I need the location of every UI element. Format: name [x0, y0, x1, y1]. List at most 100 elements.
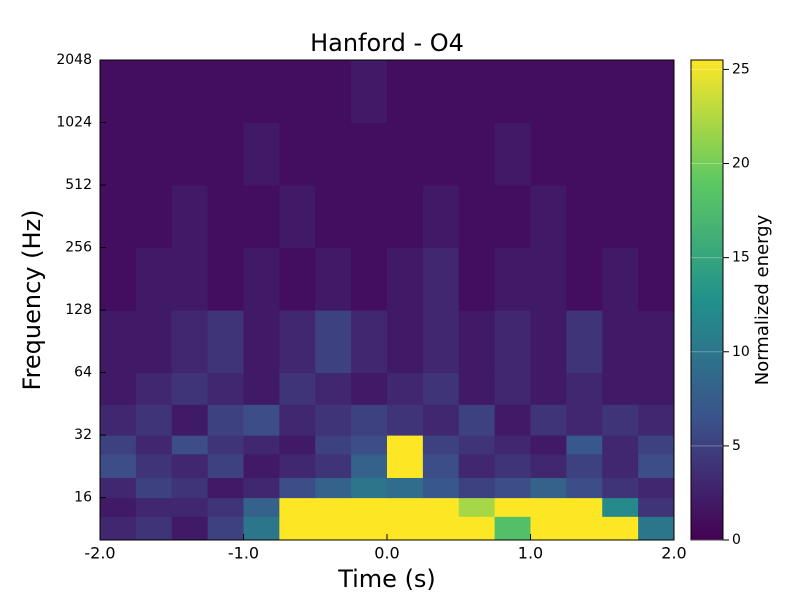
heatmap-cell: [100, 477, 137, 499]
heatmap-cell: [243, 247, 280, 311]
heatmap-cell: [171, 372, 209, 405]
heatmap-cell: [279, 310, 316, 374]
y-tick-label: 256: [65, 240, 92, 256]
heatmap-cell: [494, 60, 531, 124]
heatmap-cell: [100, 435, 137, 455]
heatmap-cell: [458, 516, 496, 541]
heatmap-cell: [207, 435, 244, 455]
heatmap-cell: [387, 435, 424, 455]
heatmap-cell: [387, 60, 424, 124]
x-tick-label: 2.0: [661, 544, 686, 563]
heatmap-cell: [100, 185, 137, 249]
heatmap-cell: [315, 60, 352, 124]
heatmap-cell: [387, 372, 424, 405]
heatmap-cell: [279, 516, 316, 541]
heatmap-cell: [458, 435, 496, 455]
x-axis-label: Time (s): [337, 565, 436, 593]
heatmap-cell: [566, 60, 603, 124]
heatmap-cell: [494, 497, 531, 517]
heatmap-cell: [602, 477, 639, 499]
heatmap-cell: [243, 497, 280, 517]
heatmap-cell: [387, 310, 424, 374]
heatmap-cell: [458, 404, 496, 436]
heatmap-cell: [315, 122, 352, 186]
heatmap-cell: [100, 516, 137, 541]
heatmap-cell: [602, 497, 639, 517]
heatmap-cell: [530, 435, 567, 455]
heatmap-cell: [315, 247, 352, 311]
heatmap-cell: [243, 60, 280, 124]
heatmap-cell: [422, 404, 460, 436]
y-tick-label: 16: [74, 490, 92, 506]
heatmap-cell: [422, 516, 460, 541]
colorbar-tick-label: 0: [732, 532, 741, 548]
heatmap-cell: [530, 477, 567, 499]
heatmap-cell: [530, 404, 567, 436]
heatmap-cell: [494, 453, 531, 478]
heatmap-cell: [171, 310, 209, 374]
heatmap-cell: [458, 497, 496, 517]
heatmap-cell: [494, 404, 531, 436]
heatmap-cell: [279, 497, 316, 517]
heatmap-cell: [458, 60, 496, 124]
heatmap-cell: [422, 185, 460, 249]
heatmap-cell: [351, 516, 388, 541]
heatmap-cell: [387, 497, 424, 517]
heatmap-cell: [602, 122, 639, 186]
heatmap-cell: [279, 435, 316, 455]
y-tick-label: 64: [74, 365, 92, 381]
heatmap-cell: [243, 122, 280, 186]
heatmap-cell: [243, 310, 280, 374]
colorbar-tick-label: 10: [732, 344, 750, 360]
heatmap-cell: [638, 477, 675, 499]
heatmap-cell: [171, 516, 209, 541]
heatmap-cell: [207, 185, 244, 249]
heatmap-cell: [422, 122, 460, 186]
heatmap-cell: [315, 497, 352, 517]
heatmap-cell: [243, 516, 280, 541]
heatmap-cell: [135, 60, 173, 124]
heatmap-cell: [602, 435, 639, 455]
heatmap-cell: [171, 60, 209, 124]
colorbar-tick-label: 25: [732, 61, 750, 77]
heatmap-cell: [171, 404, 209, 436]
heatmap-cell: [207, 404, 244, 436]
heatmap-cell: [494, 247, 531, 311]
heatmap-cell: [602, 310, 639, 374]
heatmap-cell: [135, 453, 173, 478]
heatmap-cell: [100, 60, 137, 124]
heatmap-cell: [135, 247, 173, 311]
heatmap-cell: [243, 435, 280, 455]
heatmap-cell: [530, 453, 567, 478]
y-tick-label: 512: [65, 177, 92, 193]
heatmap-cell: [135, 372, 173, 405]
heatmap-cell: [315, 477, 352, 499]
heatmap-cell: [207, 310, 244, 374]
heatmap-cell: [494, 477, 531, 499]
heatmap-cell: [100, 122, 137, 186]
heatmap-cell: [458, 453, 496, 478]
heatmap-cell: [171, 477, 209, 499]
y-tick-label: 1024: [56, 115, 92, 131]
heatmap-cell: [387, 453, 424, 478]
colorbar: [690, 59, 724, 541]
heatmap-cell: [171, 435, 209, 455]
colorbar-tick-label: 15: [732, 250, 750, 266]
heatmap-cell: [422, 60, 460, 124]
heatmap-cell: [458, 247, 496, 311]
colorbar-label: Normalized energy: [752, 214, 773, 385]
heatmap-cell: [638, 497, 675, 517]
heatmap-cell: [638, 185, 675, 249]
heatmap-cell: [387, 404, 424, 436]
chart-title: Hanford - O4: [310, 29, 464, 57]
heatmap-cell: [566, 122, 603, 186]
heatmap-cell: [422, 435, 460, 455]
x-tick-label: 1.0: [518, 544, 543, 563]
heatmap-cell: [638, 247, 675, 311]
heatmap-cell: [135, 477, 173, 499]
heatmap-cell: [207, 453, 244, 478]
heatmap-cell: [602, 60, 639, 124]
heatmap-cell: [279, 372, 316, 405]
heatmap-cell: [315, 435, 352, 455]
